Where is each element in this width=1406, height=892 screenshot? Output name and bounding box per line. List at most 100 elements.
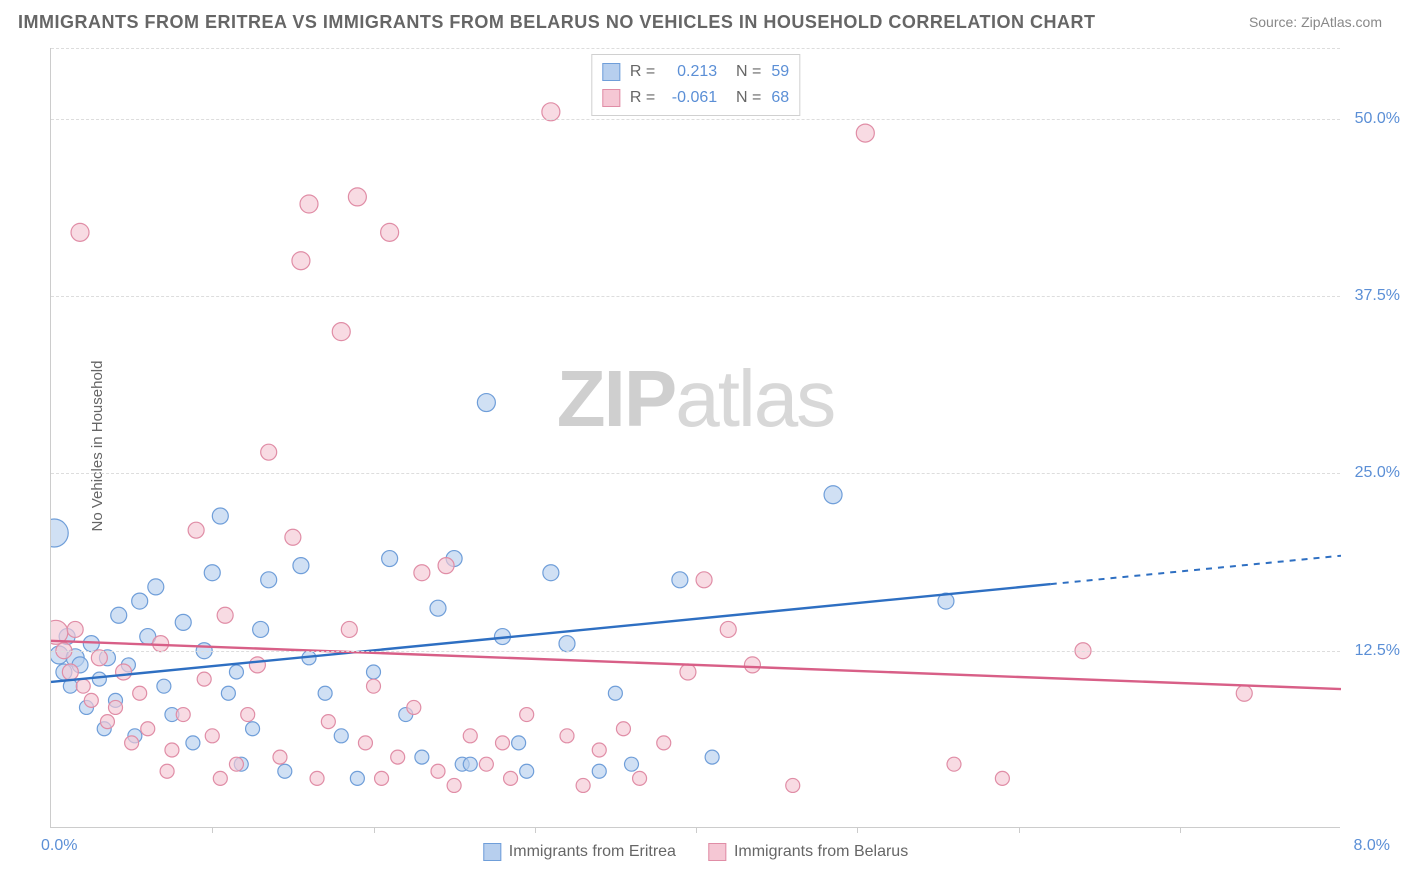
x-max-label: 8.0% [1354, 837, 1390, 855]
data-point-belarus [995, 771, 1009, 785]
data-point-eritrea [51, 519, 68, 547]
data-point-belarus [109, 700, 123, 714]
data-point-belarus [125, 736, 139, 750]
data-point-eritrea [625, 757, 639, 771]
trend-line-eritrea-dashed [1051, 556, 1341, 584]
data-point-eritrea [157, 679, 171, 693]
data-point-belarus [176, 708, 190, 722]
data-point-eritrea [132, 593, 148, 609]
x-tick [535, 827, 536, 833]
data-point-eritrea [318, 686, 332, 700]
data-point-eritrea [92, 672, 106, 686]
scatter-svg [51, 48, 1341, 828]
data-point-belarus [160, 764, 174, 778]
data-point-belarus [165, 743, 179, 757]
data-point-belarus [229, 757, 243, 771]
y-tick-label: 25.0% [1355, 464, 1400, 482]
data-point-eritrea [463, 757, 477, 771]
data-point-belarus [292, 252, 310, 270]
data-point-belarus [856, 124, 874, 142]
chart-plot-area: ZIPatlas R = 0.213 N = 59 R = -0.061 N =… [50, 48, 1340, 828]
data-point-belarus [358, 736, 372, 750]
data-point-eritrea [261, 572, 277, 588]
data-point-belarus [496, 736, 510, 750]
data-point-belarus [100, 715, 114, 729]
data-point-eritrea [382, 551, 398, 567]
data-point-belarus [188, 522, 204, 538]
gridline-h [51, 119, 1340, 120]
data-point-eritrea [186, 736, 200, 750]
data-point-belarus [520, 708, 534, 722]
data-point-belarus [341, 621, 357, 637]
data-point-belarus [367, 679, 381, 693]
data-point-belarus [249, 657, 265, 673]
data-point-belarus [657, 736, 671, 750]
data-point-belarus [332, 323, 350, 341]
trend-line-eritrea [51, 584, 1051, 682]
data-point-belarus [744, 657, 760, 673]
x-tick [1180, 827, 1181, 833]
data-point-eritrea [221, 686, 235, 700]
data-point-belarus [391, 750, 405, 764]
data-point-belarus [414, 565, 430, 581]
y-tick-label: 50.0% [1355, 110, 1400, 128]
data-point-eritrea [253, 621, 269, 637]
data-point-eritrea [430, 600, 446, 616]
data-point-belarus [348, 188, 366, 206]
data-point-eritrea [672, 572, 688, 588]
gridline-h [51, 651, 1340, 652]
data-point-belarus [116, 664, 132, 680]
y-tick-label: 37.5% [1355, 287, 1400, 305]
data-point-belarus [576, 778, 590, 792]
data-point-belarus [947, 757, 961, 771]
legend-label-belarus: Immigrants from Belarus [734, 843, 908, 861]
y-tick-label: 12.5% [1355, 642, 1400, 660]
data-point-belarus [197, 672, 211, 686]
data-point-belarus [141, 722, 155, 736]
data-point-belarus [375, 771, 389, 785]
gridline-h [51, 296, 1340, 297]
x-tick [374, 827, 375, 833]
data-point-belarus [133, 686, 147, 700]
data-point-eritrea [293, 558, 309, 574]
legend-item-belarus: Immigrants from Belarus [708, 843, 908, 861]
data-point-belarus [76, 679, 90, 693]
data-point-eritrea [477, 394, 495, 412]
data-point-belarus [407, 700, 421, 714]
data-point-belarus [62, 664, 78, 680]
data-point-belarus [447, 778, 461, 792]
x-origin-label: 0.0% [41, 837, 77, 855]
data-point-belarus [91, 650, 107, 666]
data-point-belarus [592, 743, 606, 757]
data-point-belarus [431, 764, 445, 778]
data-point-eritrea [334, 729, 348, 743]
chart-title: IMMIGRANTS FROM ERITREA VS IMMIGRANTS FR… [18, 12, 1096, 33]
swatch-eritrea [483, 843, 501, 861]
data-point-eritrea [229, 665, 243, 679]
data-point-eritrea [608, 686, 622, 700]
data-point-eritrea [705, 750, 719, 764]
gridline-h [51, 48, 1340, 49]
data-point-belarus [479, 757, 493, 771]
data-point-eritrea [212, 508, 228, 524]
data-point-belarus [67, 621, 83, 637]
source-label: Source: ZipAtlas.com [1249, 14, 1382, 30]
data-point-belarus [633, 771, 647, 785]
data-point-eritrea [111, 607, 127, 623]
data-point-belarus [213, 771, 227, 785]
x-tick [212, 827, 213, 833]
data-point-belarus [273, 750, 287, 764]
data-point-eritrea [278, 764, 292, 778]
data-point-belarus [786, 778, 800, 792]
swatch-belarus [708, 843, 726, 861]
gridline-h [51, 473, 1340, 474]
data-point-belarus [310, 771, 324, 785]
data-point-belarus [463, 729, 477, 743]
data-point-belarus [1236, 685, 1252, 701]
data-point-belarus [616, 722, 630, 736]
data-point-belarus [261, 444, 277, 460]
data-point-eritrea [543, 565, 559, 581]
data-point-eritrea [246, 722, 260, 736]
trend-line-belarus [51, 641, 1341, 689]
data-point-belarus [381, 223, 399, 241]
